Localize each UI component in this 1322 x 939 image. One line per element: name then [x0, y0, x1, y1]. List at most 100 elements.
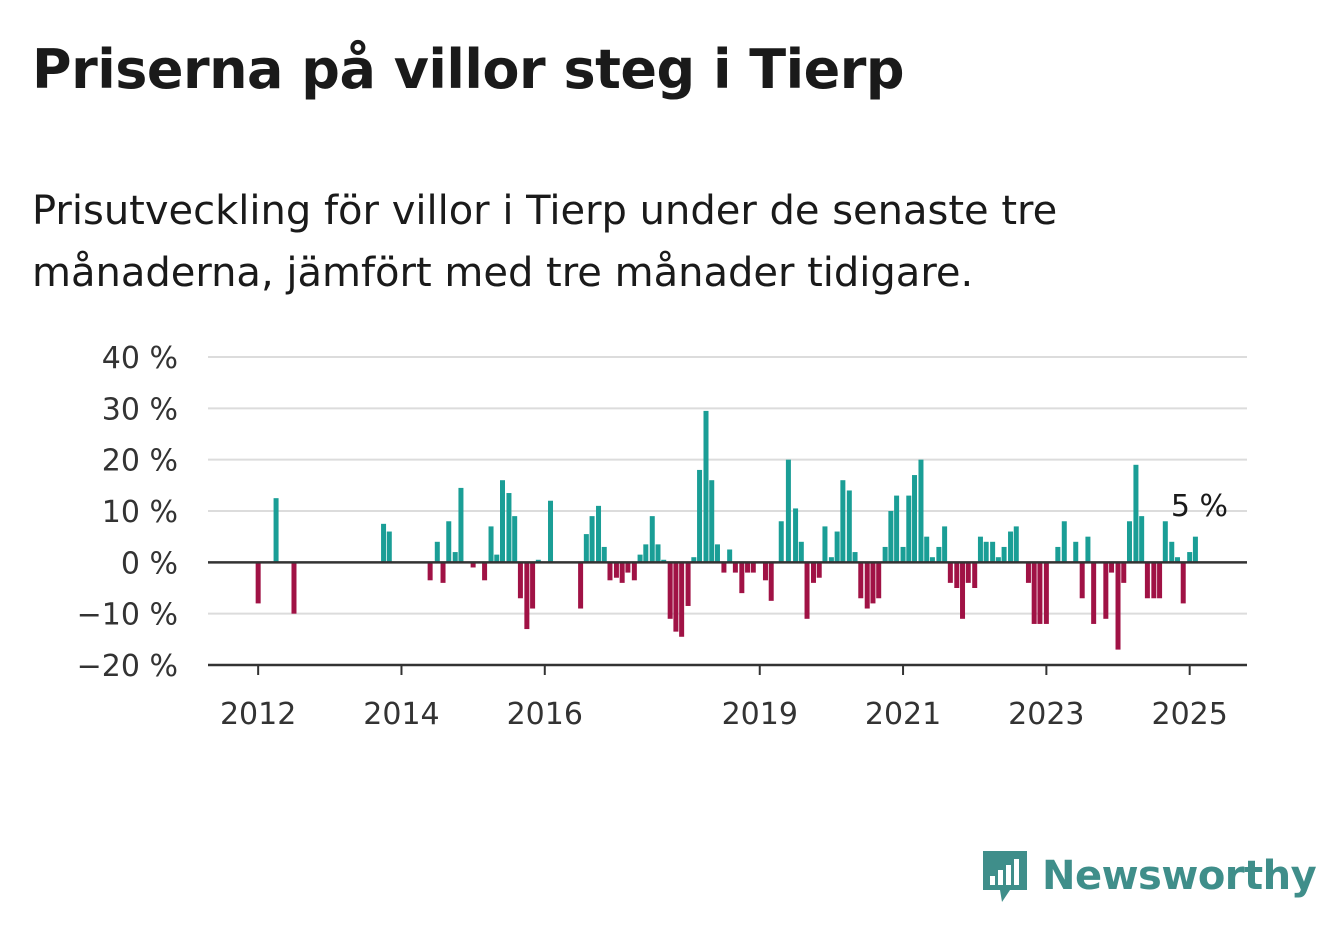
bar [1073, 541, 1079, 563]
x-tick-label: 2012 [220, 697, 296, 732]
bar [1103, 562, 1109, 619]
bar [864, 562, 870, 609]
bar [995, 557, 1001, 563]
y-tick-label: 40 % [102, 341, 178, 376]
bar [613, 562, 619, 578]
bar [679, 562, 685, 637]
chart-title: Priserna på villor steg i Tierp [32, 38, 905, 101]
bar [906, 495, 912, 563]
bar [804, 562, 810, 619]
bar [870, 562, 876, 604]
x-tick-label: 2019 [722, 697, 798, 732]
bar [637, 554, 643, 563]
bar [762, 562, 768, 581]
bar [535, 559, 541, 563]
bar [1085, 536, 1091, 563]
bar [918, 459, 924, 563]
bar [947, 562, 953, 583]
bar [858, 562, 864, 599]
bar [1139, 516, 1145, 563]
bar [750, 562, 756, 573]
bar [785, 459, 791, 563]
bar [1151, 562, 1157, 599]
bar [727, 549, 733, 563]
y-tick-label: −10 % [77, 598, 178, 633]
bar [828, 557, 834, 563]
x-tick-label: 2023 [1008, 697, 1084, 732]
bar [578, 562, 584, 609]
bar [643, 544, 649, 563]
bar [685, 562, 691, 606]
bar [1079, 562, 1085, 599]
x-tick-label: 2021 [865, 697, 941, 732]
bar [972, 562, 978, 588]
y-tick-label: 30 % [102, 392, 178, 427]
bar [488, 526, 494, 563]
bar [667, 562, 673, 619]
bar [440, 562, 446, 583]
bar [517, 562, 523, 599]
bar [619, 562, 625, 583]
bar [500, 480, 506, 563]
bar [1126, 521, 1132, 563]
bar [1001, 546, 1007, 563]
bar [798, 541, 804, 563]
bar [990, 541, 996, 563]
bar [1144, 562, 1150, 599]
bar [703, 410, 709, 563]
bar [1008, 531, 1014, 563]
last-value-label: 5 % [1171, 489, 1228, 524]
bar [548, 500, 554, 563]
bar [709, 480, 715, 563]
bar [273, 498, 279, 563]
bar [1061, 521, 1067, 563]
bar [458, 487, 464, 563]
bar [816, 562, 822, 578]
bar [506, 493, 512, 563]
bar [512, 516, 518, 563]
bar [1013, 526, 1019, 563]
bar [655, 544, 661, 563]
bar [942, 526, 948, 563]
grid-lines [208, 356, 1247, 615]
bar [1162, 521, 1168, 563]
bar [1192, 536, 1198, 563]
bar [1037, 562, 1043, 624]
x-tick-label: 2016 [507, 697, 583, 732]
bar [1174, 557, 1180, 563]
bar [607, 562, 613, 581]
axes [208, 561, 1247, 675]
bar [1025, 562, 1031, 583]
bar [661, 559, 667, 563]
bar [434, 541, 440, 563]
bar [524, 562, 530, 630]
bar [822, 526, 828, 563]
bar [924, 536, 930, 563]
bar [691, 557, 697, 563]
brand-name: Newsworthy [1042, 853, 1317, 899]
y-tick-label: 0 % [121, 546, 178, 581]
bar [583, 534, 589, 563]
bar [983, 541, 989, 563]
bar [912, 475, 918, 563]
bar [446, 521, 452, 563]
bar [882, 546, 888, 563]
bar [745, 562, 751, 573]
bar [954, 562, 960, 588]
bar [1180, 562, 1186, 604]
newsworthy-logo-icon [983, 851, 1027, 902]
bar [1043, 562, 1049, 624]
bar [1187, 552, 1193, 563]
bar [834, 531, 840, 563]
chart-subtitle: Prisutveckling för villor i Tierp under … [32, 188, 1058, 296]
x-axis-tick-labels: 2012 2014 2016 2019 2021 2023 2025 [220, 697, 1228, 732]
bar [470, 562, 476, 568]
bar [255, 562, 261, 604]
bar [631, 562, 637, 581]
bar [894, 495, 900, 563]
bar [732, 562, 738, 573]
bar [960, 562, 966, 619]
bar [427, 562, 433, 581]
bar [1169, 541, 1175, 563]
bar [673, 562, 679, 632]
